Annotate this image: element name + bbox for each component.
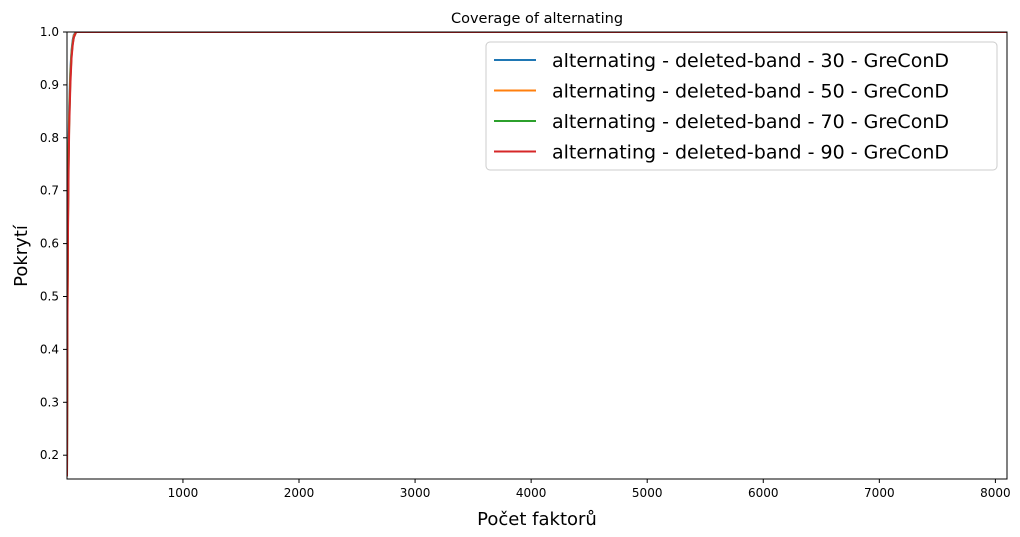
y-tick-label: 0.8: [40, 131, 59, 145]
y-tick-label: 0.7: [40, 184, 59, 198]
series-line-4: [67, 32, 1007, 477]
x-tick-label: 6000: [748, 486, 779, 500]
legend-label: alternating - deleted-band - 70 - GreCon…: [552, 111, 949, 133]
y-tick-label: 0.5: [40, 289, 59, 303]
x-axis-title: Počet faktorů: [477, 509, 597, 530]
y-tick-label: 0.3: [40, 395, 59, 409]
y-tick-label: 1.0: [40, 25, 59, 39]
legend: alternating - deleted-band - 30 - GreCon…: [485, 41, 998, 171]
y-axis-title: Pokrytí: [11, 224, 32, 287]
x-tick-label: 8000: [980, 486, 1011, 500]
plot-frame: [66, 31, 1008, 480]
y-tick-label: 0.6: [40, 237, 59, 251]
legend-label: alternating - deleted-band - 90 - GreCon…: [552, 142, 949, 164]
y-tick-label: 0.9: [40, 78, 59, 92]
x-tick-label: 7000: [864, 486, 895, 500]
legend-label: alternating - deleted-band - 50 - GreCon…: [552, 81, 949, 103]
legend-frame: [485, 41, 998, 171]
x-tick-label: 4000: [516, 486, 547, 500]
y-tick-label: 0.4: [40, 342, 59, 356]
x-tick-label: 5000: [632, 486, 663, 500]
chart-title: Coverage of alternating: [451, 11, 623, 27]
legend-label: alternating - deleted-band - 30 - GreCon…: [552, 50, 949, 72]
y-tick-label: 0.2: [40, 448, 59, 462]
x-tick-label: 3000: [400, 486, 431, 500]
x-tick-label: 2000: [284, 486, 315, 500]
x-tick-label: 1000: [168, 486, 199, 500]
